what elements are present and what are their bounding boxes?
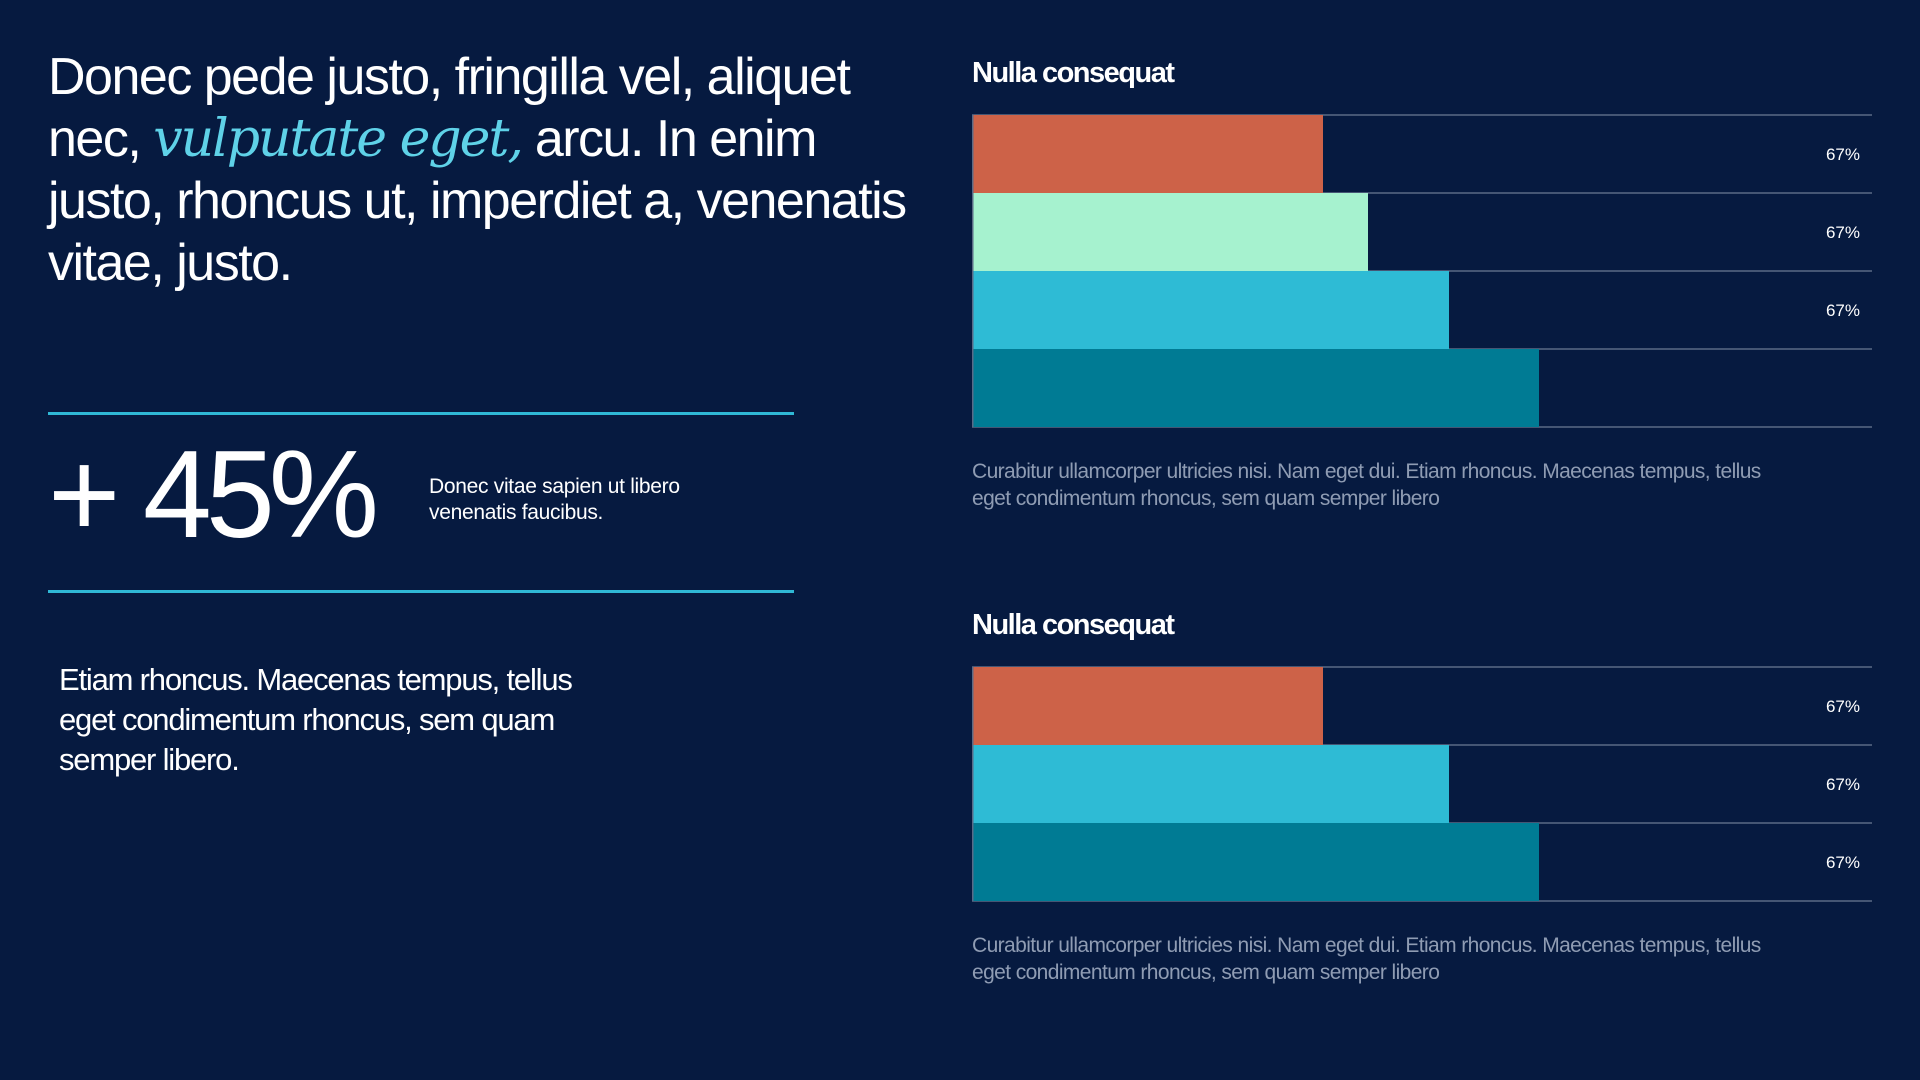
chart-caption: Curabitur ullamcorper ultricies nisi. Na… — [972, 460, 1761, 510]
bar-4 — [972, 349, 1539, 427]
stat-bottom-divider — [48, 590, 794, 593]
chart-title: Nulla consequat — [972, 57, 1175, 89]
bar-value-label: 67% — [1826, 775, 1860, 794]
headline: Donec pede justo, fringilla vel, aliquet… — [48, 46, 908, 294]
stat-note: Donec vitae sapien ut libero venenatis f… — [429, 475, 680, 524]
bar-value-label: 67% — [1826, 301, 1860, 320]
bar-1 — [972, 667, 1323, 745]
stat-top-divider — [48, 412, 794, 415]
big-stat-value: + 45% — [48, 426, 379, 564]
bar-chart-1: 67% 67% 67% — [972, 114, 1872, 428]
chart-title: Nulla consequat — [972, 609, 1175, 641]
bar-value-label: 67% — [1826, 697, 1860, 716]
chart-caption: Curabitur ullamcorper ultricies nisi. Na… — [972, 934, 1761, 984]
chart-block-1: Nulla consequat 67% 67% 67% Curabitur ulla… — [972, 48, 1872, 512]
bar-value-label: 67% — [1826, 853, 1860, 872]
body-text: Etiam rhoncus. Maecenas tempus, tellus e… — [59, 662, 573, 777]
bar-value-label: 67% — [1826, 145, 1860, 164]
headline-text-start: Donec pede justo, fringilla vel, aliquet… — [48, 48, 851, 168]
chart-block-2: Nulla consequat 67% 67% 67% Curabitur ulla… — [972, 600, 1872, 986]
bar-3 — [972, 823, 1539, 901]
bar-1 — [972, 115, 1323, 193]
bar-value-label: 67% — [1826, 223, 1860, 242]
headline-text-end: arcu. In enim justo, rhoncus ut, imperdi… — [48, 110, 907, 292]
bar-2 — [972, 745, 1449, 823]
bar-chart-2: 67% 67% 67% — [972, 666, 1872, 902]
headline-accent: vulputate eget, — [153, 109, 524, 169]
bar-3 — [972, 271, 1449, 349]
bar-2 — [972, 193, 1368, 271]
